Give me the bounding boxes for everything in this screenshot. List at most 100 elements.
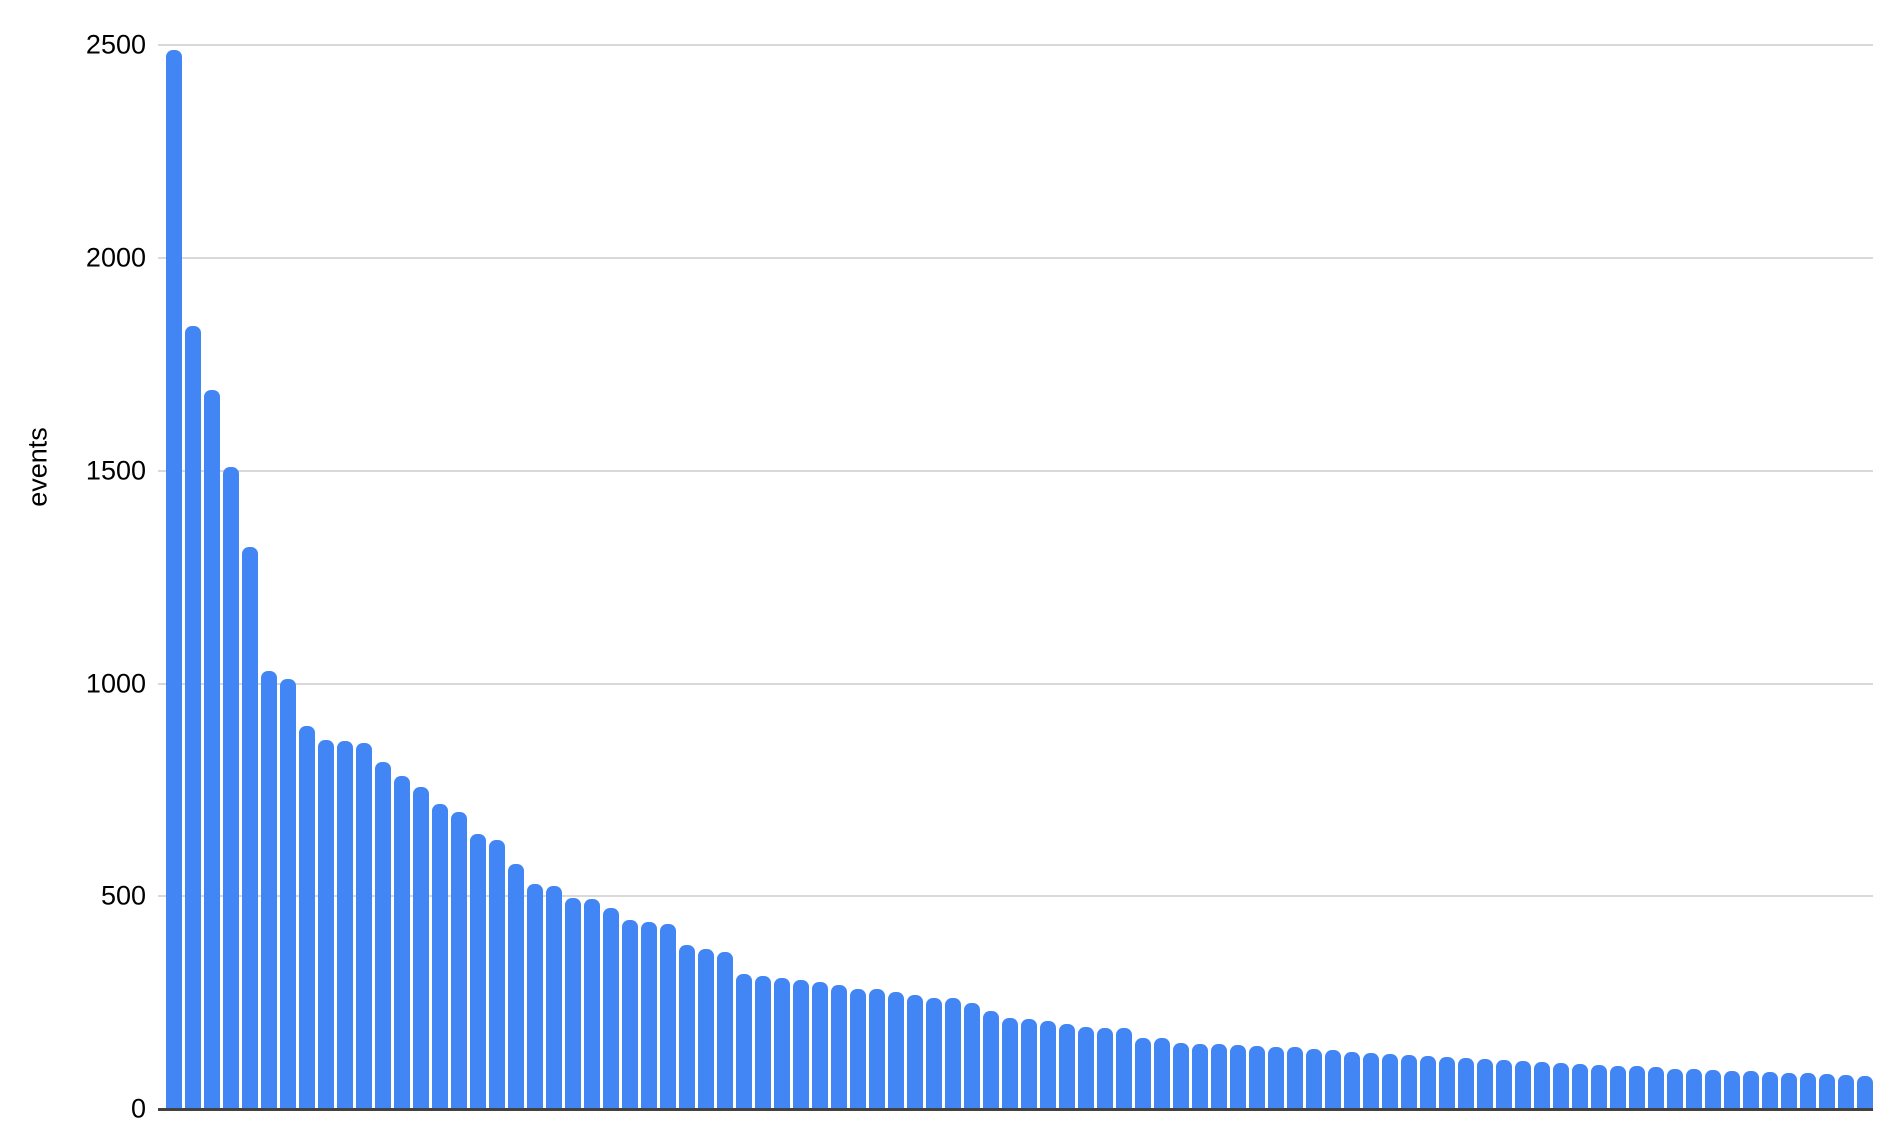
- bar-67[interactable]: [1420, 1055, 1436, 1109]
- bar-69[interactable]: [1458, 1057, 1474, 1109]
- bar-15[interactable]: [432, 804, 448, 1109]
- bar-6[interactable]: [261, 670, 277, 1109]
- bar-86[interactable]: [1781, 1072, 1797, 1109]
- gridline-y-1500: [158, 469, 1873, 472]
- bar-87[interactable]: [1800, 1072, 1816, 1109]
- bar-83[interactable]: [1724, 1070, 1740, 1109]
- bar-38[interactable]: [869, 989, 885, 1109]
- bar-34[interactable]: [793, 980, 809, 1109]
- bar-18[interactable]: [489, 840, 505, 1109]
- bar-39[interactable]: [888, 991, 904, 1109]
- bar-58[interactable]: [1249, 1046, 1265, 1109]
- bar-80[interactable]: [1667, 1068, 1683, 1109]
- bar-37[interactable]: [850, 988, 866, 1109]
- bar-41[interactable]: [926, 997, 942, 1109]
- bar-30[interactable]: [717, 951, 733, 1109]
- bar-22[interactable]: [565, 897, 581, 1109]
- bar-88[interactable]: [1819, 1074, 1835, 1109]
- bar-1[interactable]: [166, 49, 182, 1109]
- bar-21[interactable]: [546, 886, 562, 1109]
- bar-62[interactable]: [1325, 1050, 1341, 1109]
- bar-79[interactable]: [1648, 1067, 1664, 1109]
- bar-81[interactable]: [1686, 1068, 1702, 1109]
- y-tick-label-2000: 2000: [85, 242, 146, 273]
- bar-70[interactable]: [1477, 1058, 1493, 1109]
- bar-85[interactable]: [1762, 1071, 1778, 1109]
- bar-57[interactable]: [1230, 1045, 1246, 1109]
- gridline-y-2500: [158, 44, 1873, 47]
- bar-82[interactable]: [1705, 1069, 1721, 1109]
- bar-11[interactable]: [356, 743, 372, 1109]
- bar-8[interactable]: [299, 726, 315, 1109]
- bar-84[interactable]: [1743, 1070, 1759, 1109]
- bar-55[interactable]: [1192, 1043, 1208, 1109]
- bar-19[interactable]: [508, 863, 524, 1109]
- bar-61[interactable]: [1306, 1049, 1322, 1109]
- bar-16[interactable]: [451, 812, 467, 1109]
- bar-59[interactable]: [1268, 1047, 1284, 1109]
- bar-68[interactable]: [1439, 1057, 1455, 1109]
- bar-75[interactable]: [1572, 1064, 1588, 1109]
- y-tick-label-1000: 1000: [85, 668, 146, 699]
- bar-43[interactable]: [964, 1003, 980, 1109]
- bar-65[interactable]: [1382, 1053, 1398, 1109]
- bar-42[interactable]: [945, 998, 961, 1109]
- bar-40[interactable]: [907, 995, 923, 1109]
- gridline-y-2000: [158, 257, 1873, 260]
- bar-48[interactable]: [1059, 1023, 1075, 1109]
- bar-23[interactable]: [584, 898, 600, 1109]
- bar-26[interactable]: [641, 922, 657, 1109]
- bar-7[interactable]: [280, 679, 296, 1109]
- gridline-y-500: [158, 895, 1873, 898]
- bar-54[interactable]: [1173, 1043, 1189, 1109]
- bar-25[interactable]: [622, 919, 638, 1109]
- bar-28[interactable]: [679, 945, 695, 1109]
- bar-27[interactable]: [660, 924, 676, 1109]
- bar-90[interactable]: [1857, 1075, 1873, 1109]
- bar-45[interactable]: [1002, 1018, 1018, 1109]
- bar-10[interactable]: [337, 740, 353, 1109]
- bar-44[interactable]: [983, 1011, 999, 1109]
- bar-46[interactable]: [1021, 1019, 1037, 1109]
- gridline-y-1000: [158, 682, 1873, 685]
- bar-66[interactable]: [1401, 1054, 1417, 1109]
- bar-12[interactable]: [375, 762, 391, 1109]
- bar-56[interactable]: [1211, 1044, 1227, 1109]
- bar-76[interactable]: [1591, 1065, 1607, 1109]
- bar-33[interactable]: [774, 977, 790, 1109]
- bar-51[interactable]: [1116, 1028, 1132, 1109]
- bar-72[interactable]: [1515, 1061, 1531, 1109]
- bar-35[interactable]: [812, 981, 828, 1109]
- bar-64[interactable]: [1363, 1052, 1379, 1109]
- bar-50[interactable]: [1097, 1027, 1113, 1109]
- bar-2[interactable]: [185, 326, 201, 1109]
- bar-3[interactable]: [204, 389, 220, 1109]
- bar-24[interactable]: [603, 908, 619, 1109]
- bar-78[interactable]: [1629, 1066, 1645, 1109]
- bar-53[interactable]: [1154, 1038, 1170, 1109]
- bar-77[interactable]: [1610, 1066, 1626, 1109]
- bar-89[interactable]: [1838, 1074, 1854, 1109]
- bar-74[interactable]: [1553, 1063, 1569, 1109]
- bar-47[interactable]: [1040, 1020, 1056, 1109]
- bar-52[interactable]: [1135, 1037, 1151, 1109]
- bar-31[interactable]: [736, 973, 752, 1109]
- bar-60[interactable]: [1287, 1047, 1303, 1109]
- bar-9[interactable]: [318, 739, 334, 1109]
- bar-73[interactable]: [1534, 1062, 1550, 1109]
- y-tick-label-2500: 2500: [85, 29, 146, 60]
- bar-71[interactable]: [1496, 1060, 1512, 1109]
- bar-4[interactable]: [223, 466, 239, 1109]
- bar-14[interactable]: [413, 786, 429, 1109]
- bar-29[interactable]: [698, 949, 714, 1109]
- y-tick-label-1500: 1500: [85, 455, 146, 486]
- bar-20[interactable]: [527, 883, 543, 1109]
- bar-5[interactable]: [242, 547, 258, 1109]
- y-tick-label-0: 0: [130, 1093, 146, 1124]
- bar-49[interactable]: [1078, 1027, 1094, 1109]
- bar-32[interactable]: [755, 976, 771, 1109]
- bar-13[interactable]: [394, 776, 410, 1109]
- bar-36[interactable]: [831, 985, 847, 1109]
- bar-63[interactable]: [1344, 1051, 1360, 1109]
- bar-17[interactable]: [470, 834, 486, 1109]
